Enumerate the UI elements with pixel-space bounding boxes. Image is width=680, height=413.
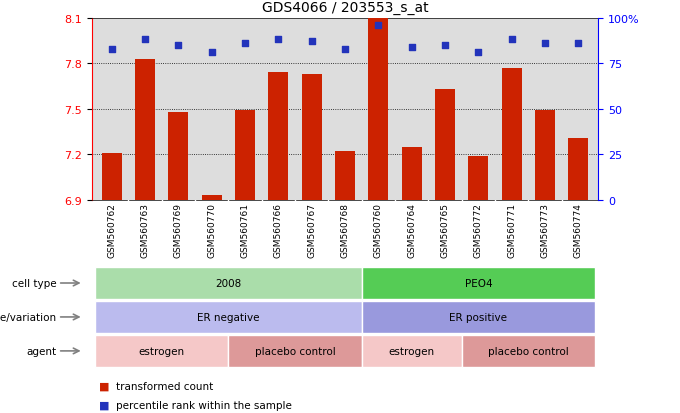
- Bar: [169, 112, 188, 200]
- Bar: [269, 73, 288, 200]
- Text: GSM560772: GSM560772: [474, 202, 483, 257]
- Point: [273, 37, 284, 44]
- Text: GSM560766: GSM560766: [274, 202, 283, 257]
- Bar: [462, 335, 595, 367]
- Text: GSM560769: GSM560769: [174, 202, 183, 257]
- Point: [507, 37, 517, 44]
- Point: [206, 50, 217, 57]
- Bar: [362, 301, 595, 333]
- Text: GSM560762: GSM560762: [107, 202, 116, 257]
- Text: agent: agent: [27, 346, 57, 356]
- Point: [173, 43, 184, 49]
- Text: estrogen: estrogen: [139, 346, 185, 356]
- Point: [440, 43, 451, 49]
- Bar: [535, 111, 555, 200]
- Point: [306, 39, 317, 45]
- Bar: [469, 157, 488, 200]
- Bar: [95, 267, 362, 299]
- Bar: [402, 147, 422, 200]
- Point: [106, 46, 117, 53]
- Text: 2008: 2008: [216, 278, 241, 288]
- Text: GSM560773: GSM560773: [541, 202, 549, 257]
- Point: [573, 41, 584, 47]
- Bar: [362, 335, 462, 367]
- Point: [139, 37, 150, 44]
- Text: GSM560767: GSM560767: [307, 202, 316, 257]
- Text: ER negative: ER negative: [197, 312, 260, 322]
- Text: cell type: cell type: [12, 278, 57, 288]
- Point: [473, 50, 484, 57]
- Text: percentile rank within the sample: percentile rank within the sample: [116, 400, 292, 410]
- Bar: [502, 69, 522, 200]
- Bar: [135, 59, 155, 200]
- Bar: [95, 335, 228, 367]
- Point: [540, 41, 551, 47]
- Bar: [302, 75, 322, 200]
- Bar: [228, 335, 362, 367]
- Text: transformed count: transformed count: [116, 381, 213, 391]
- Bar: [95, 301, 362, 333]
- Bar: [235, 111, 255, 200]
- Text: GSM560770: GSM560770: [207, 202, 216, 257]
- Text: GSM560771: GSM560771: [507, 202, 516, 257]
- Title: GDS4066 / 203553_s_at: GDS4066 / 203553_s_at: [262, 1, 428, 15]
- Text: PEO4: PEO4: [464, 278, 492, 288]
- Bar: [369, 19, 388, 200]
- Text: GSM560764: GSM560764: [407, 202, 416, 257]
- Text: GSM560760: GSM560760: [374, 202, 383, 257]
- Bar: [568, 138, 588, 200]
- Text: ■: ■: [99, 400, 109, 410]
- Text: GSM560763: GSM560763: [141, 202, 150, 257]
- Text: GSM560765: GSM560765: [441, 202, 449, 257]
- Text: genotype/variation: genotype/variation: [0, 312, 57, 322]
- Point: [407, 44, 418, 51]
- Bar: [202, 196, 222, 200]
- Bar: [102, 153, 122, 200]
- Point: [373, 23, 384, 29]
- Bar: [435, 90, 455, 200]
- Point: [339, 46, 351, 53]
- Text: ER positive: ER positive: [449, 312, 507, 322]
- Text: GSM560761: GSM560761: [241, 202, 250, 257]
- Text: placebo control: placebo control: [255, 346, 335, 356]
- Text: estrogen: estrogen: [389, 346, 435, 356]
- Text: placebo control: placebo control: [488, 346, 568, 356]
- Bar: [335, 152, 355, 200]
- Text: GSM560768: GSM560768: [341, 202, 350, 257]
- Text: GSM560774: GSM560774: [574, 202, 583, 257]
- Point: [239, 41, 250, 47]
- Bar: [362, 267, 595, 299]
- Text: ■: ■: [99, 381, 109, 391]
